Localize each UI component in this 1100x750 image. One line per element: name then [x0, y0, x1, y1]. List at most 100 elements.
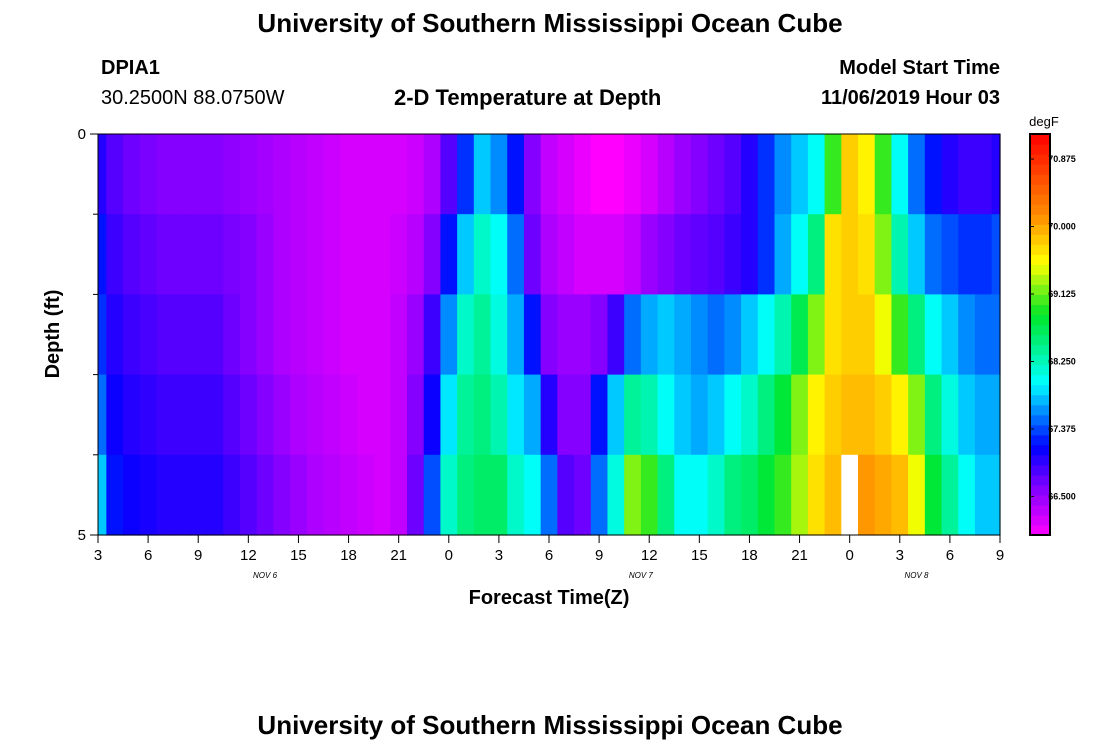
heatmap-cell [306, 214, 325, 295]
heatmap-cell [590, 374, 609, 456]
heatmap-cell [557, 294, 575, 376]
heatmap-cell [340, 374, 358, 456]
heatmap-cell [390, 294, 408, 376]
heatmap-cell [323, 214, 341, 295]
heatmap-cell [407, 214, 425, 295]
heatmap-cell [891, 294, 909, 376]
heatmap-cell [991, 214, 1001, 295]
heatmap-cell [239, 134, 258, 215]
heatmap-cell [590, 134, 609, 215]
heatmap-cell [674, 374, 692, 456]
heatmap-cell [457, 134, 475, 215]
heatmap-cell [323, 294, 341, 376]
heatmap-cell [958, 134, 976, 215]
colorbar-legend: 66.500 67.375 68.250 69.125 70.000 70.875 [1029, 133, 1076, 536]
heatmap-cell [223, 374, 241, 456]
heatmap-cell [156, 134, 174, 215]
x-tick-label: 15 [290, 547, 307, 564]
heatmap-cell [991, 374, 1001, 456]
heatmap-cell [958, 294, 976, 376]
heatmap-cell [757, 134, 776, 215]
colorbar-segment [1030, 414, 1050, 426]
x-tick-label: 6 [545, 547, 553, 564]
heatmap-cell [974, 214, 993, 295]
colorbar-segment [1030, 274, 1050, 285]
heatmap-cell [373, 454, 391, 536]
heatmap-cell [457, 374, 475, 456]
heatmap-cell [356, 374, 375, 456]
heatmap-cell [640, 294, 659, 376]
heatmap-cell [139, 454, 158, 536]
heatmap-cell [657, 294, 675, 376]
heatmap-cell [290, 134, 308, 215]
colorbar-segment [1030, 394, 1050, 406]
heatmap-cell [340, 214, 358, 295]
heatmap-cell [924, 294, 943, 376]
station-id: DPIA1 [101, 57, 160, 79]
heatmap-cell [774, 294, 792, 376]
heatmap-cell [574, 214, 592, 295]
heatmap-cell [256, 294, 274, 376]
heatmap-cell [123, 374, 141, 456]
x-tick-label: 21 [390, 547, 407, 564]
heatmap-cell [557, 214, 575, 295]
colorbar-segment [1030, 524, 1050, 536]
heatmap-cell [106, 294, 124, 376]
colorbar-segment [1030, 234, 1050, 245]
heatmap-cell [206, 454, 224, 536]
colorbar-segment [1030, 244, 1050, 255]
x-tick-label: 9 [595, 547, 603, 564]
heatmap-cell [874, 374, 893, 456]
heatmap-cell [390, 214, 408, 295]
heatmap-cell [707, 214, 725, 295]
heatmap-cell [674, 454, 692, 536]
heatmap-cell [407, 374, 425, 456]
heatmap-cell [323, 454, 341, 536]
colorbar-segment [1030, 214, 1050, 225]
heatmap-cell [173, 134, 191, 215]
heatmap-cell [908, 134, 926, 215]
heatmap-cell [490, 454, 508, 536]
heatmap-cell [757, 294, 776, 376]
heatmap-cell [407, 134, 425, 215]
heatmap-cell [273, 134, 291, 215]
heatmap-cell [189, 294, 208, 376]
heatmap-cell [974, 454, 993, 536]
colorbar-segment [1030, 164, 1050, 175]
heatmap-cell [807, 374, 826, 456]
colorbar-tick-label: 70.000 [1048, 222, 1076, 232]
heatmap-cell [590, 214, 609, 295]
heatmap-cell [340, 454, 358, 536]
heatmap-cell [974, 374, 993, 456]
heatmap-cell [624, 374, 642, 456]
colorbar-segment [1030, 374, 1050, 386]
heatmap-cell [256, 214, 274, 295]
heatmap-cell [189, 134, 208, 215]
heatmap-cell [290, 454, 308, 536]
heatmap-cell [523, 214, 542, 295]
heatmap-cell [290, 214, 308, 295]
heatmap-cell [139, 374, 158, 456]
colorbar-segment [1030, 354, 1050, 366]
heatmap-cell [457, 294, 475, 376]
heatmap-cell [624, 134, 642, 215]
heatmap-cell [640, 134, 659, 215]
heatmap-cell [991, 454, 1001, 536]
heatmap-cell [223, 214, 241, 295]
heatmap-cell [574, 454, 592, 536]
heatmap-cell [440, 214, 458, 295]
x-tick-label: 12 [240, 547, 257, 564]
heatmap-cell [724, 454, 742, 536]
heatmap-cell [741, 294, 759, 376]
heatmap-cell [690, 294, 709, 376]
colorbar-segment [1030, 264, 1050, 275]
y-tick-label: 5 [78, 527, 86, 544]
heatmap-cell [941, 294, 959, 376]
heatmap-cell [98, 134, 107, 215]
heatmap-cell [690, 214, 709, 295]
colorbar-segment [1030, 424, 1050, 436]
heatmap-cell [707, 294, 725, 376]
heatmap-cell [624, 454, 642, 536]
heatmap-cell [674, 214, 692, 295]
heatmap-cell [590, 294, 609, 376]
